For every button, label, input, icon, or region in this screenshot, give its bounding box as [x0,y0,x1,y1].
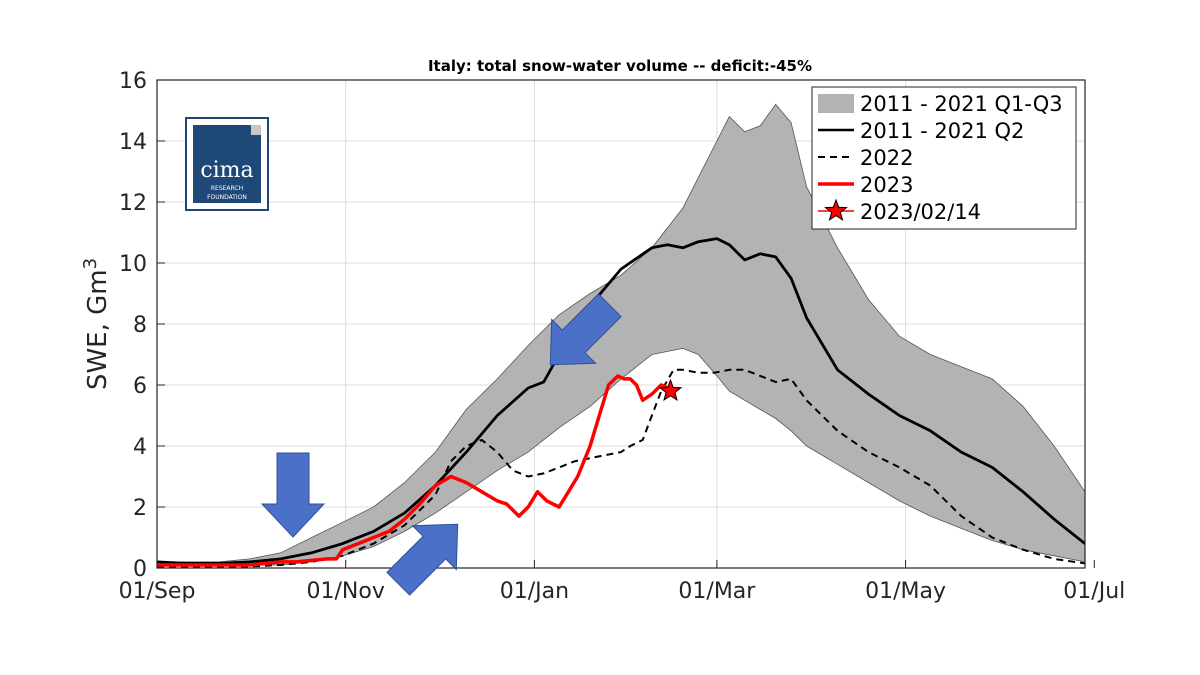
down-arrow-november [260,452,326,538]
y-tick-label: 6 [133,374,147,399]
cima-logo: cima RESEARCH FOUNDATION [185,117,269,211]
y-axis-label-superscript: 3 [80,258,101,269]
up-arrow-december [386,523,459,596]
y-tick-label: 4 [133,435,147,460]
y-tick-label: 12 [119,191,147,216]
logo-line1: RESEARCH [211,185,243,192]
y-axis-label-text: SWE, Gm [83,269,113,390]
y-tick-label: 8 [133,313,147,338]
legend-box [811,86,1077,230]
lines-layer [157,237,1085,568]
logo-line2: FOUNDATION [207,194,247,201]
x-ticks: 01/Sep 01/Nov 01/Jan 01/Mar 01/May 01/Jul [119,560,1125,604]
legend-label-2023: 2023 [860,173,913,197]
x-tick-label: 01/Nov [307,579,385,604]
logo-brand: cima [200,158,253,183]
logo-block [193,125,261,203]
legend-swatch-band [818,94,854,113]
y-tick-label: 16 [119,69,147,94]
y-tick-label: 10 [119,252,147,277]
series-line-2023 [157,374,669,567]
band-q1-q3 [157,103,1085,566]
legend: 2011 - 2021 Q1-Q3 2011 - 2021 Q2 2022 20… [811,86,1077,230]
y-tick-label: 0 [133,557,147,582]
down-arrow-february [549,293,622,366]
legend-swatch-star [824,198,848,222]
series-line-2022 [157,368,1085,568]
legend-label-median: 2011 - 2021 Q2 [860,119,1024,143]
y-axis-label: SWE, Gm3 [80,258,113,390]
annotation-arrows [260,293,622,596]
x-tick-label: 01/Jul [1063,579,1125,604]
series-line-2011-2021-q2 [157,237,1085,565]
logo-square [251,125,261,135]
x-tick-label: 01/Sep [119,579,196,604]
legend-label-marker: 2023/02/14 [860,200,981,224]
band-layer [157,103,1085,566]
y-tick-label: 2 [133,496,147,521]
y-tick-label: 14 [119,130,147,155]
marker-star-2023-02-14 [658,378,683,402]
legend-label-2022: 2022 [860,146,913,170]
x-tick-label: 01/Mar [678,579,756,604]
x-tick-label: 01/Jan [500,579,569,604]
chart-title: Italy: total snow-water volume -- defici… [428,57,812,75]
y-ticks: 0 2 4 6 8 10 12 14 16 [119,69,165,582]
x-tick-label: 01/May [865,579,946,604]
legend-label-band: 2011 - 2021 Q1-Q3 [860,92,1063,116]
